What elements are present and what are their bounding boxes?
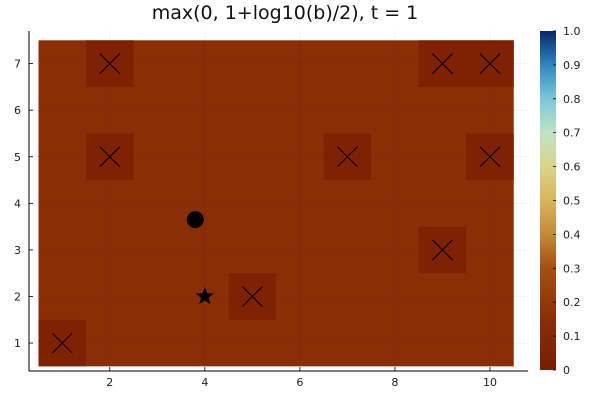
star-marker xyxy=(195,286,214,305)
y-tick-label: 4 xyxy=(14,197,21,210)
x-marker-stroke xyxy=(432,53,453,74)
colorbar-tick-label: 0 xyxy=(563,364,570,377)
circle-marker xyxy=(186,211,204,229)
x-marker-stroke xyxy=(432,239,453,261)
x-marker-stroke xyxy=(51,332,73,354)
x-marker xyxy=(337,146,358,168)
colorbar-tick-label: 0.6 xyxy=(563,161,581,174)
y-tick-label: 5 xyxy=(14,151,21,164)
x-marker-stroke xyxy=(337,146,358,168)
x-marker xyxy=(242,286,263,307)
x-tick-label: 8 xyxy=(391,376,398,389)
y-tick-label: 7 xyxy=(14,58,21,71)
colorbar-tick-label: 0.8 xyxy=(563,93,581,106)
colorbar-tick-label: 1.0 xyxy=(563,25,581,38)
chart-title: max(0, 1+log10(b)/2), t = 1 xyxy=(152,2,419,24)
x-marker xyxy=(51,332,73,354)
x-marker xyxy=(479,146,501,168)
x-marker-stroke xyxy=(479,146,501,168)
x-marker-stroke xyxy=(99,53,121,74)
colorbar-tick-label: 0.2 xyxy=(563,296,581,309)
colorbar-bar xyxy=(540,31,556,370)
x-marker-stroke xyxy=(242,286,263,307)
colorbar: 0 0.1 0.2 0.3 0.4 0.5 0.6 0.7 0.8 0.9 1.0 xyxy=(540,25,581,377)
x-marker-stroke xyxy=(479,53,501,74)
colorbar-tick-label: 0.5 xyxy=(563,195,581,208)
colorbar-tick-label: 0.7 xyxy=(563,127,581,140)
x-marker xyxy=(99,146,121,168)
colorbar-tick-label: 0.1 xyxy=(563,330,581,343)
y-tick-label: 6 xyxy=(14,104,21,117)
x-marker xyxy=(479,53,501,74)
x-tick-label: 2 xyxy=(106,376,113,389)
x-marker xyxy=(432,53,453,74)
x-tick-label: 6 xyxy=(296,376,303,389)
x-tick-label: 10 xyxy=(483,376,497,389)
colorbar-tick-label: 0.3 xyxy=(563,262,581,275)
x-marker xyxy=(432,239,453,261)
y-tick-label: 1 xyxy=(14,337,21,350)
x-marker xyxy=(99,53,121,74)
colorbar-tick-label: 0.4 xyxy=(563,228,581,241)
colorbar-tick-label: 0.9 xyxy=(563,59,581,72)
x-tick-label: 4 xyxy=(201,376,208,389)
y-tick-label: 3 xyxy=(14,244,21,257)
x-marker-stroke xyxy=(99,146,121,168)
y-tick-label: 2 xyxy=(14,290,21,303)
